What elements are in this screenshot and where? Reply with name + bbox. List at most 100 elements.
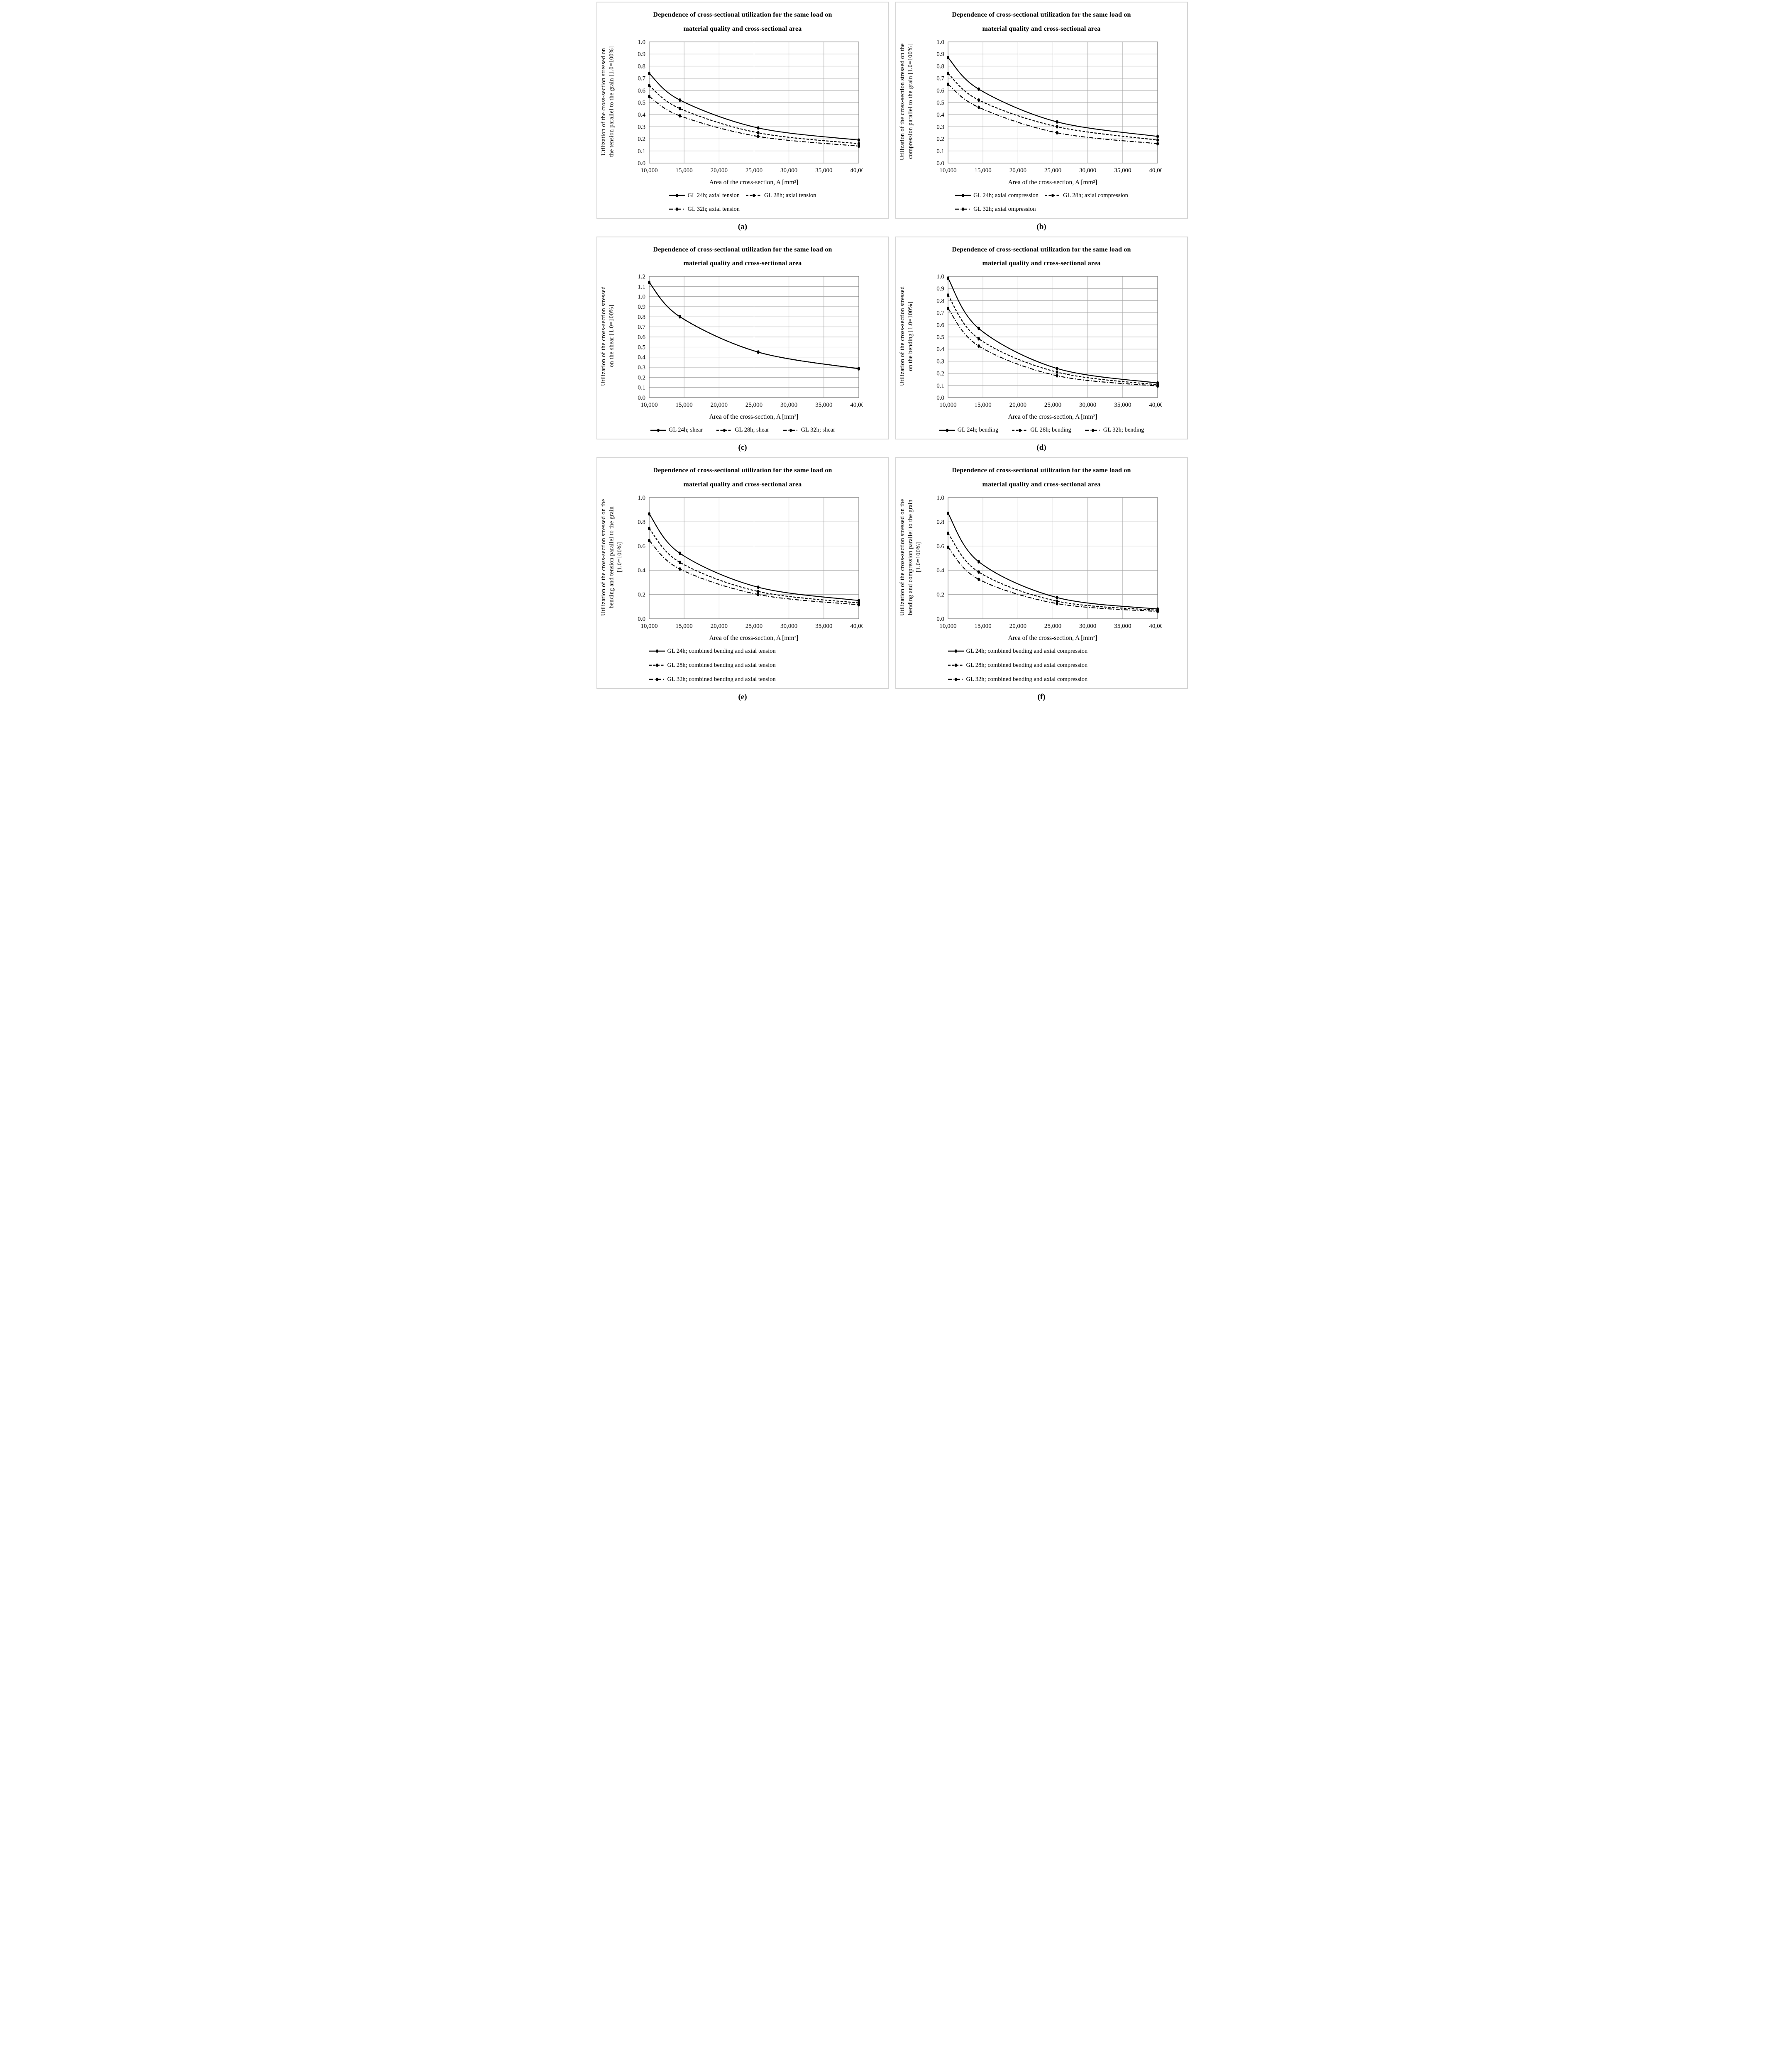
chart-title: Dependence of cross-sectional utilizatio… (607, 245, 878, 269)
series-3 (946, 82, 1159, 146)
chart-title: Dependence of cross-sectional utilizatio… (906, 466, 1177, 490)
legend-item: GL 32h; combined bending and axial compr… (948, 676, 1088, 683)
svg-text:0.8: 0.8 (638, 314, 645, 321)
legend-item: GL 28h; combined bending and axial tensi… (649, 662, 776, 669)
panel-f-box: Dependence of cross-sectional utilizatio… (895, 457, 1188, 689)
svg-text:35,000: 35,000 (1114, 623, 1131, 630)
svg-text:0.5: 0.5 (936, 100, 944, 106)
chart-title-line1: Dependence of cross-sectional utilizatio… (653, 467, 832, 474)
legend-line-sample-icon (1012, 428, 1028, 432)
svg-text:0.7: 0.7 (638, 75, 645, 82)
svg-text:0.4: 0.4 (936, 112, 944, 118)
x-tick-labels: 10,000 15,000 20,000 25,000 30,000 35,000 40,0… (640, 623, 863, 630)
legend-label: GL 28h; combined bending and axial compr… (966, 661, 1088, 669)
svg-text:0.9: 0.9 (936, 51, 944, 58)
legend-line-sample-icon (939, 428, 955, 432)
svg-text:35,000: 35,000 (815, 623, 832, 630)
svg-text:15,000: 15,000 (675, 402, 692, 408)
svg-text:35,000: 35,000 (1114, 402, 1131, 408)
svg-text:0.1: 0.1 (936, 383, 944, 389)
x-axis-label: Area of the cross-section, A [mm²] (1008, 413, 1097, 421)
legend-line-sample-icon (948, 649, 964, 653)
legend-items: GL 24h; axial tension GL 28h; axial tensi… (600, 192, 886, 213)
chart-area: Utilization of the cross-section stresse… (899, 494, 1185, 634)
chart-plot: 0.00.10.20.30.40.50.60.70.80.91.010,000 1… (936, 273, 1162, 408)
svg-text:30,000: 30,000 (1079, 402, 1096, 408)
chart-title-line1: Dependence of cross-sectional utilizatio… (952, 11, 1131, 18)
chart-plot: 0.00.10.20.30.40.50.60.70.80.91.010,000 1… (638, 39, 863, 174)
series-3 (648, 539, 860, 607)
chart-legend: GL 24h; shear GL 28h; shear GL 32h; shear (600, 427, 886, 434)
chart-title-line1: Dependence of cross-sectional utilizatio… (653, 246, 832, 253)
series-markers (946, 307, 1159, 388)
svg-text:30,000: 30,000 (780, 402, 797, 408)
series-curve (947, 308, 1158, 387)
x-tick-labels: 10,000 15,000 20,000 25,000 30,000 35,000 40,0… (939, 623, 1162, 630)
series-markers (648, 281, 860, 371)
svg-text:25,000: 25,000 (1044, 167, 1061, 174)
svg-text:0.1: 0.1 (936, 148, 944, 154)
svg-text:0.9: 0.9 (638, 304, 645, 310)
legend-label: GL 24h; shear (668, 427, 703, 434)
svg-text:1.1: 1.1 (638, 284, 645, 290)
series-markers (648, 539, 860, 607)
legend-item: GL 28h; axial tension (745, 192, 816, 199)
svg-text:0.3: 0.3 (936, 359, 944, 365)
chart-title-line2: material quality and cross-sectional are… (982, 25, 1101, 32)
gridlines (649, 41, 859, 164)
legend-item: GL 32h; combined bending and axial tensi… (649, 676, 776, 683)
y-axis-label: Utilization of the cross-section stresse… (899, 286, 914, 386)
svg-text:25,000: 25,000 (745, 402, 762, 408)
svg-text:0.4: 0.4 (638, 567, 645, 574)
svg-text:1.0: 1.0 (638, 294, 645, 300)
svg-text:35,000: 35,000 (815, 402, 832, 408)
chart-plot: 0.00.10.20.30.40.50.60.70.80.91.010,000 1… (936, 39, 1162, 174)
legend-item: GL 24h; combined bending and axial tensi… (649, 648, 776, 655)
legend-label: GL 28h; bending (1030, 427, 1071, 434)
svg-text:1.2: 1.2 (638, 273, 645, 280)
legend-label: GL 32h; bending (1103, 427, 1144, 434)
svg-text:1.0: 1.0 (638, 495, 645, 501)
svg-text:25,000: 25,000 (1044, 623, 1061, 630)
legend-line-sample-icon (649, 649, 665, 653)
legend-items: GL 24h; axial compression GL 28h; axial c… (899, 192, 1185, 213)
x-tick-labels: 10,000 15,000 20,000 25,000 30,000 35,000 40,0… (640, 402, 863, 408)
svg-text:0.0: 0.0 (638, 616, 645, 622)
series-curve (648, 282, 859, 369)
plot-border (947, 41, 1158, 164)
series-markers (946, 56, 1159, 138)
svg-text:0.2: 0.2 (638, 375, 645, 381)
svg-text:15,000: 15,000 (675, 623, 692, 630)
panel-sub-label: (a) (738, 222, 748, 231)
svg-text:10,000: 10,000 (939, 402, 956, 408)
series-curve (947, 533, 1158, 611)
plot-border (648, 41, 859, 164)
svg-text:10,000: 10,000 (640, 402, 657, 408)
svg-text:0.6: 0.6 (638, 87, 645, 94)
figure-grid: Dependence of cross-sectional utilizatio… (595, 0, 1190, 708)
legend-items: GL 24h; shear GL 28h; shear GL 32h; shear (600, 427, 886, 434)
svg-text:0.1: 0.1 (638, 148, 645, 154)
legend-label: GL 28h; shear (735, 427, 769, 434)
chart-plot: 0.0 0.2 0.4 0.6 0.8 1.0 10,000 15,000 20,000 25,0… (936, 495, 1162, 630)
series-curve (947, 83, 1158, 144)
svg-text:0.5: 0.5 (936, 334, 944, 341)
svg-text:30,000: 30,000 (780, 167, 797, 174)
svg-text:10,000: 10,000 (939, 167, 956, 174)
legend-line-sample-icon (948, 678, 964, 681)
svg-text:20,000: 20,000 (1009, 623, 1026, 630)
series-curve (648, 96, 859, 146)
svg-text:30,000: 30,000 (1079, 623, 1096, 630)
svg-text:30,000: 30,000 (780, 623, 797, 630)
legend-item: GL 32h; bending (1085, 427, 1144, 434)
svg-text:0.6: 0.6 (638, 543, 645, 550)
legend-items: GL 24h; combined bending and axial tensi… (600, 648, 886, 683)
x-tick-labels: 10,000 15,000 20,000 25,000 30,000 35,000 40,0… (939, 167, 1162, 174)
legend-item: GL 28h; axial compression (1044, 192, 1128, 199)
legend-line-sample-icon (955, 194, 971, 198)
svg-text:0.8: 0.8 (936, 63, 944, 70)
gridlines (649, 276, 859, 398)
legend-label: GL 24h; bending (957, 427, 999, 434)
chart-legend: GL 24h; combined bending and axial compr… (899, 648, 1185, 683)
svg-text:0.0: 0.0 (936, 160, 944, 167)
